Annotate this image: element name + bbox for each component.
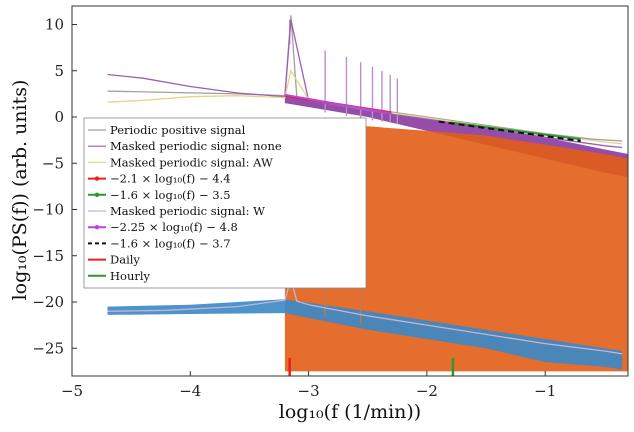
legend-entry: Masked periodic signal: AW	[110, 155, 273, 169]
legend-entry: Periodic positive signal	[110, 123, 246, 137]
series-line-5	[107, 276, 623, 355]
y-tick-label: −10	[32, 201, 64, 219]
y-axis-label: log₁₀(PS(f)) (arb. units)	[9, 80, 31, 301]
x-tick-label: −3	[298, 382, 320, 400]
legend: Periodic positive signal Masked periodic …	[83, 117, 367, 289]
legend-entry: Daily	[110, 253, 140, 267]
data-fills	[107, 96, 628, 372]
plot-frame	[71, 5, 629, 377]
period-markers	[288, 358, 455, 376]
fill-band-2	[107, 299, 623, 370]
legend-swatch-dot	[94, 192, 100, 197]
y-tick-label: −25	[32, 339, 64, 357]
x-tick-label: −4	[179, 382, 201, 400]
legend-swatch-dot	[94, 176, 100, 181]
legend-entry: Masked periodic signal: none	[110, 139, 282, 153]
series-lines	[107, 15, 623, 355]
legend-entry: Masked periodic signal: W	[110, 204, 265, 218]
legend-box	[83, 117, 367, 289]
series-line-7	[438, 120, 581, 142]
legend-entry: −2.1 × log₁₀(f) − 4.4	[110, 172, 231, 186]
legend-swatch-dot	[94, 225, 100, 230]
y-axis: 10 5 0 −5 −10 −15 −20 −25	[32, 16, 77, 357]
legend-entry: −1.6 × log₁₀(f) − 3.7	[110, 236, 231, 250]
y-tick-label: −5	[42, 154, 64, 172]
x-tick-label: −5	[61, 382, 83, 400]
legend-entry: −2.25 × log₁₀(f) − 4.8	[110, 220, 238, 234]
y-tick-label: 5	[54, 62, 64, 80]
x-axis-label: log₁₀(f (1/min))	[279, 401, 421, 423]
y-tick-label: 10	[45, 16, 64, 34]
x-axis: −5 −4 −3 −2 −1	[61, 371, 556, 400]
y-tick-label: −20	[32, 293, 64, 311]
fill-band-1	[284, 121, 628, 372]
legend-entry: −1.6 × log₁₀(f) − 3.5	[110, 188, 231, 202]
y-tick-label: 0	[54, 108, 64, 126]
legend-entry: Hourly	[110, 269, 151, 283]
series-line-6	[284, 93, 392, 115]
y-tick-label: −15	[32, 247, 64, 265]
x-tick-label: −2	[416, 382, 438, 400]
x-tick-label: −1	[534, 382, 556, 400]
